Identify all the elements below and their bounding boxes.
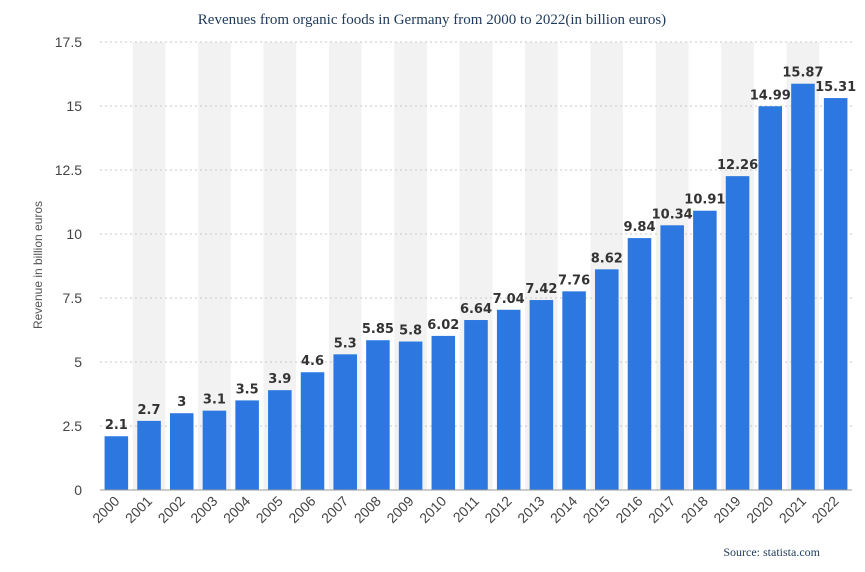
- bars: [104, 83, 848, 491]
- y-tick-label: 5: [74, 354, 82, 370]
- x-tick-label-2021: 2021: [776, 493, 809, 526]
- x-tick-label-2008: 2008: [351, 493, 384, 526]
- y-tick-label: 12.5: [55, 162, 82, 178]
- x-tick-label-2019: 2019: [710, 493, 743, 526]
- x-tick-label-2010: 2010: [416, 493, 449, 526]
- column-band: [132, 42, 166, 490]
- y-axis-ticks: 0 2.5 5 7.5 10 12.5 15 17.5: [55, 34, 82, 498]
- bar-2005: [268, 390, 292, 490]
- value-label-2012: 7.04: [493, 292, 525, 307]
- bar-2015: [595, 269, 619, 490]
- value-label-2018: 10.91: [684, 193, 725, 208]
- bar-2022: [823, 98, 848, 491]
- x-tick-label-2011: 2011: [450, 493, 483, 526]
- bar-2004: [235, 400, 259, 490]
- bar-2013: [529, 300, 554, 490]
- value-label-2021: 15.87: [782, 66, 823, 81]
- bar-2016: [627, 238, 652, 490]
- value-label-2006: 4.6: [301, 354, 324, 369]
- value-label-2000: 2.1: [105, 418, 128, 433]
- x-tick-label-2005: 2005: [253, 493, 286, 526]
- bar-2012: [496, 309, 521, 490]
- y-tick-label: 15: [66, 98, 82, 114]
- value-label-2019: 12.26: [717, 158, 758, 173]
- chart-title: Revenues from organic foods in Germany f…: [198, 12, 666, 28]
- x-tick-label-2001: 2001: [122, 493, 155, 526]
- bar-2009: [398, 341, 423, 490]
- value-label-2001: 2.7: [138, 403, 161, 418]
- value-label-2015: 8.62: [591, 251, 623, 266]
- bar-2007: [333, 354, 357, 490]
- value-labels: 2.1 2.7 3 3.1 3.5 3.9 4.6 5.3 5.85 5.8 6.026.647.0…: [105, 66, 856, 434]
- value-label-2014: 7.76: [558, 273, 590, 288]
- value-label-2008: 5.85: [362, 322, 394, 337]
- value-label-2009: 5.8: [399, 324, 422, 339]
- bar-2008: [366, 340, 390, 490]
- bar-2014: [562, 291, 586, 490]
- bar-2001: [137, 420, 161, 490]
- source-label: Source: statista.com: [723, 545, 820, 559]
- x-axis-ticks: 2000 2001 2002 2003 2004 2005 2006 2007 2008 2009…: [89, 493, 842, 526]
- value-label-2017: 10.34: [652, 207, 693, 222]
- bar-2017: [660, 225, 684, 490]
- x-tick-label-2015: 2015: [580, 493, 613, 526]
- x-tick-label-2006: 2006: [285, 493, 318, 526]
- x-tick-label-2018: 2018: [678, 493, 711, 526]
- x-tick-label-2004: 2004: [220, 493, 253, 526]
- x-tick-label-2016: 2016: [612, 493, 645, 526]
- x-tick-label-2014: 2014: [547, 493, 580, 526]
- value-label-2020: 14.99: [750, 88, 791, 103]
- y-axis-label: Revenue in billion euros: [31, 201, 45, 329]
- x-tick-label-2020: 2020: [743, 493, 776, 526]
- bar-2003: [202, 410, 227, 490]
- value-label-2005: 3.9: [268, 372, 291, 387]
- y-tick-label: 17.5: [55, 34, 82, 50]
- bar-2019: [725, 176, 750, 491]
- value-label-2010: 6.02: [427, 318, 459, 333]
- x-tick-label-2000: 2000: [89, 493, 122, 526]
- bar-2010: [431, 335, 456, 490]
- value-label-2016: 9.84: [623, 220, 655, 235]
- bar-2002: [169, 413, 194, 490]
- value-label-2022: 15.31: [815, 80, 856, 95]
- y-tick-label: 10: [66, 226, 82, 242]
- value-label-2002: 3: [177, 395, 186, 410]
- value-label-2007: 5.3: [334, 336, 357, 351]
- value-label-2011: 6.64: [460, 302, 492, 317]
- y-tick-label: 0: [74, 482, 82, 498]
- y-tick-label: 2.5: [63, 418, 83, 434]
- value-label-2013: 7.42: [525, 282, 557, 297]
- x-tick-label-2017: 2017: [645, 493, 678, 526]
- x-tick-label-2007: 2007: [318, 493, 351, 526]
- bar-2018: [693, 210, 717, 491]
- value-label-2004: 3.5: [236, 382, 259, 397]
- x-tick-label-2003: 2003: [187, 493, 220, 526]
- bar-2021: [791, 83, 815, 490]
- x-tick-label-2002: 2002: [155, 493, 188, 526]
- value-label-2003: 3.1: [203, 393, 226, 408]
- x-tick-label-2022: 2022: [808, 493, 841, 526]
- bar-2011: [464, 320, 488, 490]
- y-tick-label: 7.5: [63, 290, 83, 306]
- x-tick-label-2012: 2012: [481, 493, 514, 526]
- bar-2000: [104, 436, 129, 490]
- x-tick-label-2013: 2013: [514, 493, 547, 526]
- bar-2020: [758, 106, 783, 491]
- bar-2006: [300, 372, 325, 490]
- x-tick-label-2009: 2009: [383, 493, 416, 526]
